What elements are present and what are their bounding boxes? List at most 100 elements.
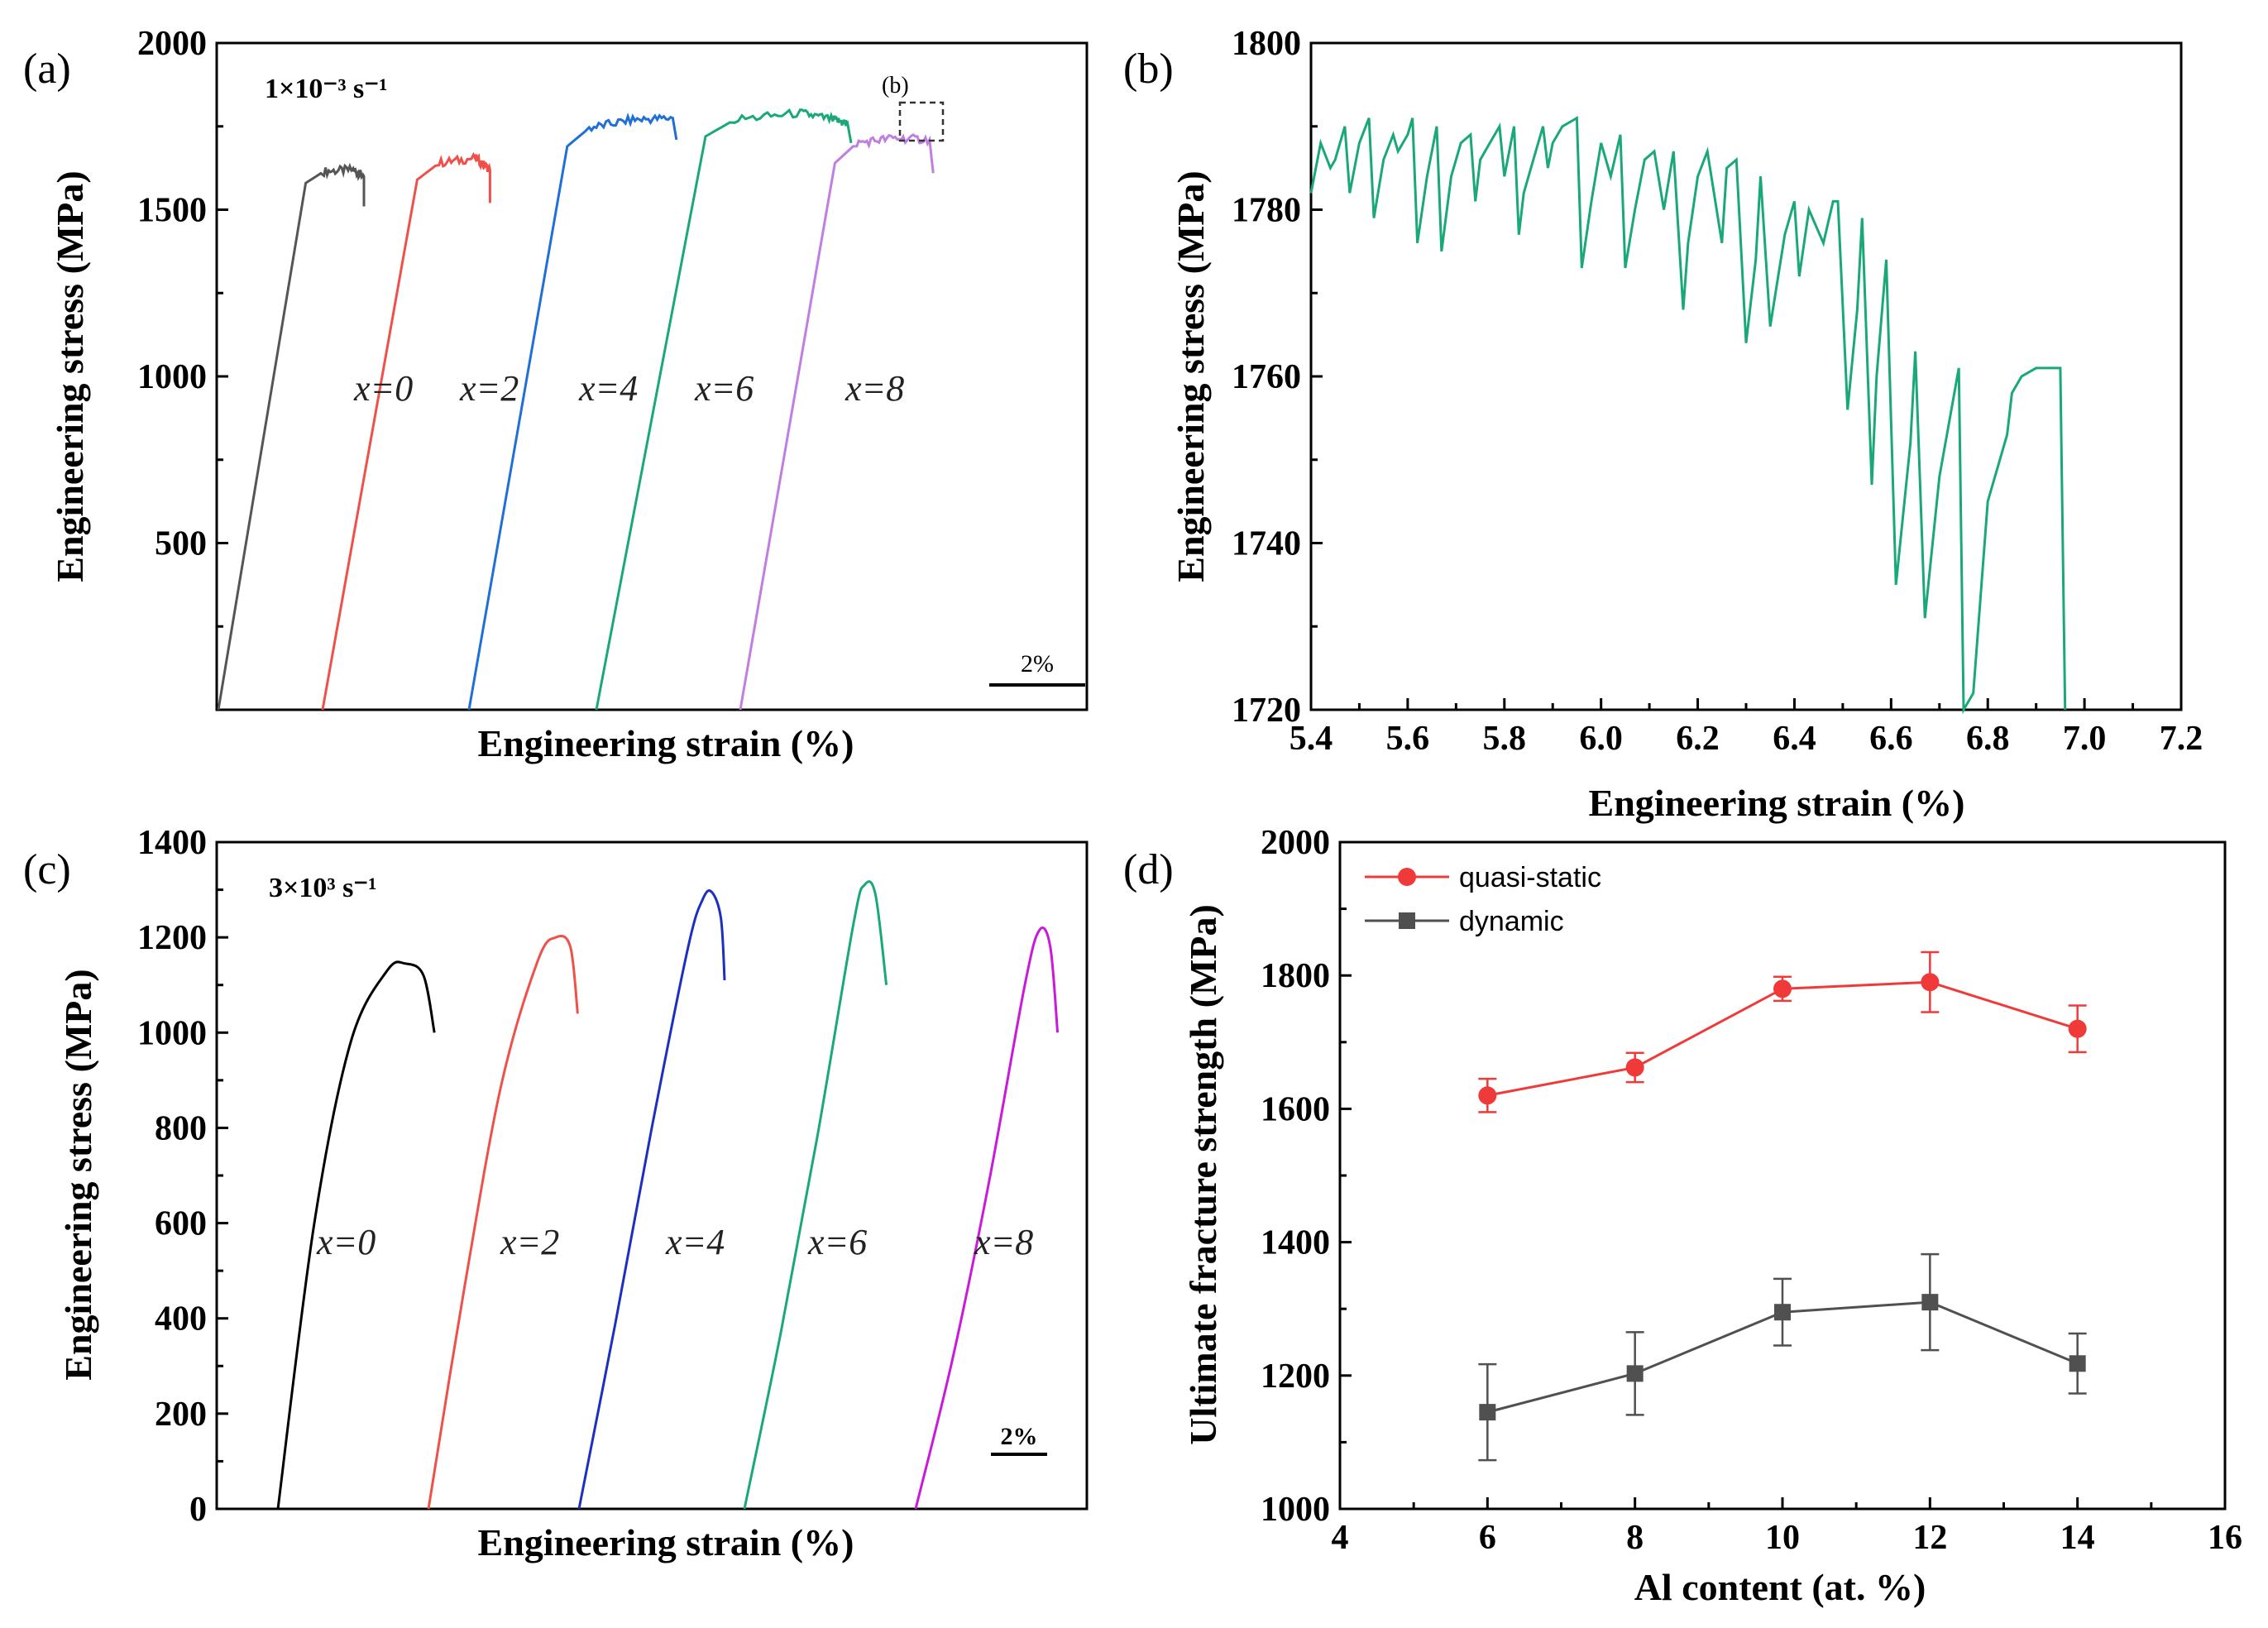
panel-a-curve-x8 — [739, 133, 935, 711]
legend-quasi-static-marker — [1398, 868, 1416, 886]
panel-d-label: (d) — [1123, 846, 1174, 893]
panel-a-y-tick-label: 1500 — [137, 192, 207, 230]
panel-d-y-axis-label: Ultimate fracture strength (MPa) — [1182, 904, 1224, 1445]
legend-dynamic-marker — [1399, 912, 1415, 929]
legend-dynamic-label: dynamic — [1459, 906, 1564, 937]
panel-a-curves — [217, 108, 935, 711]
panel-c-label: (c) — [23, 846, 71, 893]
panel-c-x-axis-label: Engineering strain (%) — [478, 1521, 854, 1563]
panel-a-curve-x6 — [595, 108, 853, 711]
panel-d-point-dynamic — [1774, 1304, 1791, 1321]
panel-a-label: (a) — [23, 45, 71, 93]
panel-d-y-tick-label: 1200 — [1261, 1357, 1330, 1396]
panel-d-y-tick-label: 1600 — [1261, 1090, 1330, 1128]
panel-a-y-ticks: 2000 1500 1000 500 — [137, 25, 228, 628]
panel-b-x-tick-label: 7.2 — [2160, 720, 2203, 758]
panel-b-x-axis-label: Engineering strain (%) — [1589, 782, 1965, 824]
panel-d-x-tick-label: 12 — [1912, 1519, 1947, 1557]
legend-quasi-static-label: quasi-static — [1459, 862, 1601, 893]
panel-b-x-tick-label: 7.0 — [2063, 720, 2107, 758]
panel-a-curve-x0 — [217, 162, 366, 711]
panel-a-curve-x2 — [321, 151, 491, 711]
panel-c-y-tick-label: 1400 — [137, 824, 207, 862]
panel-d-x-tick-label: 6 — [1479, 1519, 1496, 1557]
panel-a-x-axis-label: Engineering strain (%) — [478, 722, 854, 764]
panel-b-x-tick-label: 5.6 — [1386, 720, 1430, 758]
panel-b-y-axis-label: Engineering stress (MPa) — [1170, 170, 1212, 582]
panel-d-y-tick-label: 1400 — [1261, 1224, 1330, 1262]
panel-b-frame — [1309, 41, 2183, 711]
panel-a-frame — [215, 41, 1089, 711]
panel-c-y-tick-label: 600 — [155, 1205, 207, 1243]
panel-b-curve-x6 — [1309, 116, 2067, 715]
panel-c-scale-label: 2% — [1001, 1423, 1038, 1450]
panel-c-curve-x2 — [427, 934, 579, 1510]
panel-d-x-tick-label: 10 — [1765, 1519, 1800, 1557]
panel-c-y-tick-label: 400 — [155, 1300, 207, 1338]
panel-b-y-tick-label: 1800 — [1232, 25, 1301, 63]
panel-d-point-dynamic — [1626, 1365, 1644, 1382]
panel-d-y-tick-label: 2000 — [1261, 824, 1330, 862]
panel-d-x-tick-label: 4 — [1332, 1519, 1349, 1557]
panel-b-y-tick-label: 1760 — [1232, 358, 1301, 396]
panel-a-curve-x4 — [467, 113, 678, 711]
panel-c-y-tick-label: 800 — [155, 1109, 207, 1147]
panel-a-y-axis-label: Engineering stress (MPa) — [49, 170, 91, 582]
panel-b-x-tick-label: 6.6 — [1869, 720, 1913, 758]
panel-c-curve-x0 — [276, 960, 436, 1510]
panel-a-label-x8: x=8 — [845, 368, 904, 409]
panel-c-label-x2: x=2 — [500, 1222, 559, 1262]
panel-b-x-tick-label: 6.8 — [1966, 720, 2010, 758]
panel-d-x-axis-label: Al content (at. %) — [1634, 1566, 1926, 1608]
panel-d-ticks: 4 6 8 10 12 14 16 2000 1800 1600 1400 1200 1000 — [1261, 824, 2242, 1557]
panel-d-y-tick-label: 1000 — [1261, 1491, 1330, 1529]
panel-b: 5.4 5.6 5.8 6.0 6.2 6.4 6.6 6.8 7.0 7.2 1800 1780 17… — [1123, 25, 2203, 824]
panel-b-x-tick-label: 5.4 — [1290, 720, 1333, 758]
panel-c-curve-x4 — [577, 889, 726, 1510]
panel-d-frame — [1338, 840, 2227, 1511]
panel-a-y-tick-label: 2000 — [137, 25, 207, 63]
panel-c-rate-label: 3×10³ s⁻¹ — [269, 873, 376, 903]
panel-d-point-quasi-static — [1478, 1086, 1497, 1105]
panel-b-y-tick-label: 1740 — [1232, 525, 1301, 563]
panel-d-point-dynamic — [1479, 1404, 1496, 1421]
panel-b-label: (b) — [1123, 45, 1174, 93]
panel-d-point-quasi-static — [1773, 979, 1792, 998]
panel-d-x-tick-label: 16 — [2208, 1519, 2242, 1557]
panel-a-label-x6: x=6 — [694, 368, 754, 409]
panel-a-inset-marker: (b) — [882, 73, 909, 98]
panel-b-y-tick-label: 1780 — [1232, 192, 1301, 230]
panel-d-point-quasi-static — [1625, 1058, 1644, 1077]
panel-c-curve-x8 — [914, 926, 1060, 1510]
panel-d-series — [1478, 950, 2087, 1462]
panel-c-frame — [215, 840, 1089, 1511]
panel-a-label-x4: x=4 — [578, 368, 638, 409]
panel-c-y-ticks: 1400 1200 1000 800 600 400 200 0 — [137, 824, 228, 1529]
panel-c-curves — [276, 880, 1060, 1510]
panel-d-legend: quasi-static dynamic — [1365, 862, 1601, 937]
panel-d-y-tick-label: 1800 — [1261, 957, 1330, 995]
panel-d-point-quasi-static — [1921, 973, 1940, 992]
panel-c-curve-x6 — [743, 880, 888, 1510]
panel-c-label-x6: x=6 — [807, 1222, 867, 1262]
panel-c-y-axis-label: Engineering stress (MPa) — [57, 969, 99, 1380]
panel-b-x-tick-label: 6.2 — [1676, 720, 1720, 758]
panel-b-x-tick-label: 5.8 — [1483, 720, 1527, 758]
panel-a-y-tick-label: 500 — [155, 525, 207, 563]
panel-d-x-tick-label: 14 — [2060, 1519, 2095, 1557]
panel-a: 2000 1500 1000 500 (a) 1×10⁻³ s⁻¹ Engineeri… — [23, 25, 1089, 764]
panel-d-point-dynamic — [2069, 1355, 2086, 1372]
panel-d-x-tick-label: 8 — [1626, 1519, 1644, 1557]
panel-c-label-x0: x=0 — [316, 1222, 376, 1262]
panel-d-point-dynamic — [1921, 1294, 1939, 1311]
panel-c-y-tick-label: 1000 — [137, 1014, 207, 1052]
panel-b-curves — [1309, 116, 2067, 715]
panel-d-point-quasi-static — [2068, 1019, 2087, 1038]
panel-a-label-x2: x=2 — [459, 368, 519, 409]
panel-a-rate-label: 1×10⁻³ s⁻¹ — [265, 74, 387, 104]
panel-a-inset-box — [898, 101, 945, 142]
panel-b-x-tick-label: 6.4 — [1773, 720, 1816, 758]
